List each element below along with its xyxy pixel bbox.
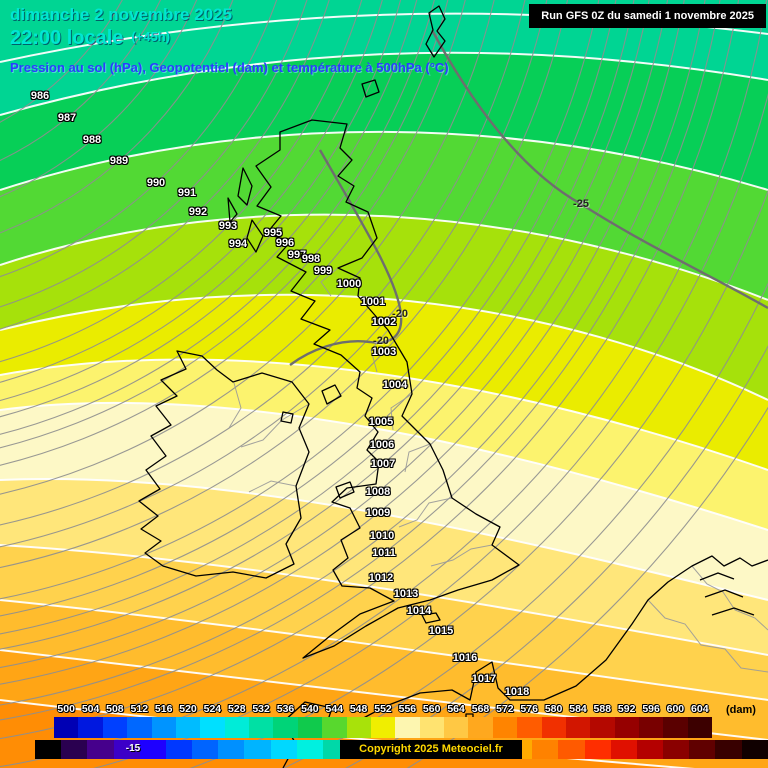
dam-scale-segment	[565, 717, 591, 738]
dam-scale-segment	[517, 717, 542, 738]
dam-scale-value: 544	[325, 703, 344, 715]
dam-scale-segment	[444, 717, 469, 738]
dam-scale-value: 580	[544, 703, 563, 715]
temp-scale-segment	[610, 740, 637, 759]
admin-borders	[228, 267, 768, 673]
dam-scale-segment	[614, 717, 639, 738]
run-info-box: Run GFS 0Z du samedi 1 novembre 2025	[529, 4, 766, 28]
dam-scale-segment	[590, 717, 615, 738]
dam-scale-value: 512	[130, 703, 149, 715]
dam-scale-segment	[492, 717, 518, 738]
dam-scale-value: 520	[179, 703, 197, 715]
temp-scale-bar: -15	[35, 740, 768, 759]
temp-scale-segment	[296, 740, 323, 759]
dam-scale-value: 564	[447, 703, 465, 715]
dam-scale-value: 576	[520, 703, 538, 715]
dam-scale-segment	[200, 717, 225, 738]
map-subtitle: Pression au sol (hPa), Geopotentiel (dam…	[10, 60, 449, 75]
dam-scale-segment	[541, 717, 566, 738]
temp-scale-segment	[532, 740, 559, 759]
local-time-text: 22:00 locale	[10, 27, 124, 49]
dam-scale-value: 536	[276, 703, 295, 715]
dam-scale-segment	[78, 717, 103, 738]
dam-scale-segment	[639, 717, 664, 738]
temp-scale-segment	[192, 740, 219, 759]
dam-scale-value: 500	[57, 703, 75, 715]
temp-scale-segment	[558, 740, 585, 759]
dam-scale-segment	[249, 717, 274, 738]
dam-scale-segment	[224, 717, 249, 738]
temp-scale-segment	[87, 740, 114, 759]
dam-scale-segment	[273, 717, 298, 738]
dam-scale-segment	[175, 717, 201, 738]
dam-scale-segment	[468, 717, 493, 738]
temp-scale-segment	[741, 740, 768, 759]
dam-scale-segment	[102, 717, 128, 738]
dam-scale-value: 568	[471, 703, 490, 715]
dam-scale-segment	[151, 717, 176, 738]
dam-scale-segment	[346, 717, 371, 738]
temp-scale-segment	[139, 740, 166, 759]
temp-scale-segment	[584, 740, 611, 759]
temp-scale-segment	[663, 740, 690, 759]
dam-scale-segment	[687, 717, 713, 738]
date-text: dimanche 2 novembre 2025	[10, 5, 233, 24]
dam-scale-segment	[127, 717, 152, 738]
dam-scale-segment	[322, 717, 347, 738]
dam-scale-value: 508	[106, 703, 124, 715]
dam-scale-value: 592	[617, 703, 636, 715]
temperature-contours	[289, 29, 768, 366]
dam-scale-value: 524	[203, 703, 222, 715]
dam-scale-value: 588	[593, 703, 612, 715]
copyright: Copyright 2025 Meteociel.fr	[340, 740, 522, 759]
dam-scale-value: 596	[642, 703, 660, 715]
temp-scale-segment	[244, 740, 271, 759]
temp-scale-segment	[113, 740, 140, 759]
dam-scale-value: 548	[349, 703, 368, 715]
dam-scale-segment	[370, 717, 396, 738]
forecast-offset-text: (+45h)	[131, 29, 171, 44]
dam-scale-segment	[395, 717, 420, 738]
temp-scale-segment	[165, 740, 193, 759]
dam-scale-value: 504	[81, 703, 100, 715]
dam-scale-bar	[54, 717, 713, 738]
temp-scale-segment	[35, 740, 62, 759]
temp-scale-segment	[61, 740, 88, 759]
temp-scale-segment	[636, 740, 664, 759]
dam-scale-value: 532	[252, 703, 270, 715]
dam-scale-value: 528	[228, 703, 246, 715]
temp-scale-segment	[270, 740, 297, 759]
dam-scale-value: 540	[301, 703, 319, 715]
map-header: dimanche 2 novembre 2025 22:00 locale (+4…	[10, 5, 449, 75]
dam-scale-segment	[663, 717, 688, 738]
temp-scale-segment	[689, 740, 716, 759]
dam-scale-numbers: 500 504 508 512 516 520 524 528 532 536 540 544 548 5…	[54, 703, 712, 716]
dam-scale-value: 552	[374, 703, 392, 715]
temp-scale-value: -15	[125, 743, 141, 754]
dam-scale-segment	[297, 717, 323, 738]
dam-scale-value: 600	[666, 703, 685, 715]
dam-scale-value: 584	[569, 703, 587, 715]
dam-scale-segment	[54, 717, 79, 738]
dam-unit-label: (dam)	[726, 704, 756, 716]
coastlines	[138, 5, 768, 768]
dam-scale-value: 560	[422, 703, 441, 715]
temp-scale-segment	[218, 740, 245, 759]
time-line: 22:00 locale (+45h)	[10, 27, 449, 50]
dam-scale-segment	[419, 717, 444, 738]
dam-scale-value: 556	[398, 703, 417, 715]
dam-scale-value: 516	[154, 703, 173, 715]
temp-scale-segment	[715, 740, 742, 759]
dam-scale-value: 604	[691, 703, 709, 715]
dam-scale-value: 572	[496, 703, 514, 715]
